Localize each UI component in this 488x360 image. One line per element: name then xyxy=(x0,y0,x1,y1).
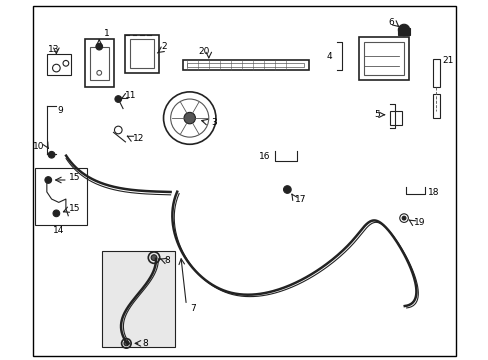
Circle shape xyxy=(398,24,409,36)
Text: 18: 18 xyxy=(427,188,439,197)
Text: 14: 14 xyxy=(53,226,64,235)
Circle shape xyxy=(283,186,290,193)
Bar xyxy=(130,40,154,68)
Circle shape xyxy=(151,255,157,261)
Text: 20: 20 xyxy=(198,47,209,56)
Text: 1: 1 xyxy=(104,29,109,38)
Text: 11: 11 xyxy=(125,91,137,100)
Text: 10: 10 xyxy=(33,142,44,151)
Bar xyxy=(432,94,439,118)
Bar xyxy=(432,59,439,87)
Circle shape xyxy=(115,96,122,102)
Text: 6: 6 xyxy=(388,18,394,27)
Bar xyxy=(398,28,409,35)
Bar xyxy=(182,60,308,71)
Circle shape xyxy=(124,341,128,346)
Bar xyxy=(85,40,113,87)
Bar xyxy=(35,168,87,225)
Bar xyxy=(389,111,401,125)
Bar xyxy=(89,47,108,80)
Text: 13: 13 xyxy=(48,45,60,54)
Text: 16: 16 xyxy=(259,152,270,161)
Bar xyxy=(102,251,175,347)
Text: 7: 7 xyxy=(189,304,195,313)
Text: 8: 8 xyxy=(142,339,147,348)
Circle shape xyxy=(45,177,52,183)
Text: 17: 17 xyxy=(294,194,305,203)
Circle shape xyxy=(96,43,102,50)
Text: 3: 3 xyxy=(211,118,217,127)
Circle shape xyxy=(53,210,60,217)
Circle shape xyxy=(183,112,195,124)
Text: 8: 8 xyxy=(164,256,170,265)
Text: 21: 21 xyxy=(441,57,452,66)
Text: 15: 15 xyxy=(69,204,81,213)
Bar xyxy=(358,37,408,80)
Text: 2: 2 xyxy=(161,42,166,51)
Text: 5: 5 xyxy=(374,110,380,119)
Circle shape xyxy=(48,152,55,158)
Text: 9: 9 xyxy=(58,107,63,116)
Circle shape xyxy=(401,216,405,220)
Text: 12: 12 xyxy=(132,134,143,143)
Bar xyxy=(125,35,159,73)
Text: 15: 15 xyxy=(69,173,81,182)
Text: 19: 19 xyxy=(413,219,424,228)
Text: 4: 4 xyxy=(326,52,332,61)
Bar xyxy=(187,63,304,67)
Bar xyxy=(47,54,70,75)
Bar xyxy=(363,42,403,75)
